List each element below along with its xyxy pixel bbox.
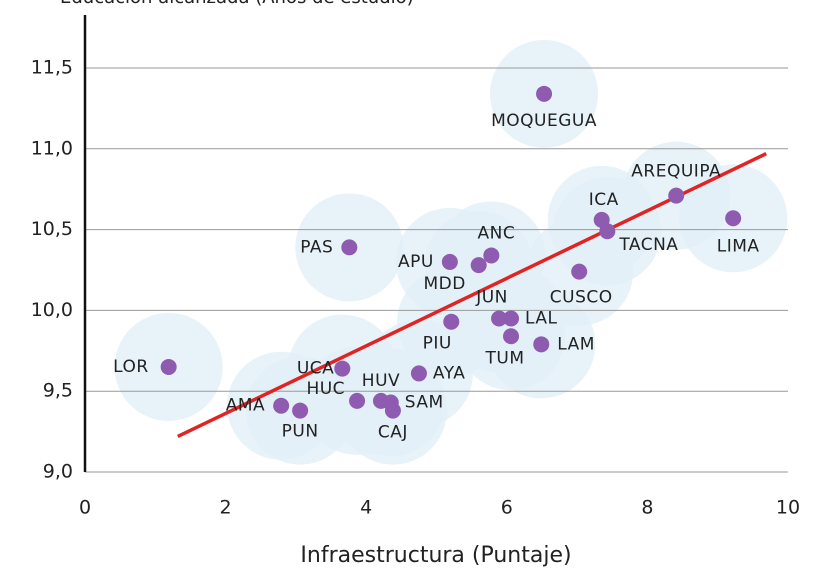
grid (85, 67, 788, 473)
point-label: PUN (282, 422, 319, 442)
point-label: TUM (485, 348, 525, 368)
y-tick-label: 11,5 (31, 56, 73, 78)
point-label: AYA (433, 363, 466, 383)
point-label: LAM (557, 334, 595, 354)
point-label: HUV (362, 371, 400, 391)
point-label: AREQUIPA (631, 162, 721, 182)
point (536, 85, 553, 102)
point (503, 328, 520, 345)
point (599, 223, 616, 240)
point-label: JUN (475, 287, 508, 307)
y-tick-label: 10,5 (31, 218, 73, 240)
x-axis-label: Infraestructura (Puntaje) (300, 543, 571, 568)
point-label: ANC (477, 223, 515, 243)
y-tick-label: 10,0 (31, 299, 73, 321)
trend-line (177, 152, 767, 439)
point-label: AMA (226, 396, 265, 416)
point-label: MOQUEGUA (491, 111, 597, 131)
point-label: LAL (525, 308, 557, 328)
point (668, 187, 685, 204)
point (273, 397, 290, 414)
point-label: SAM (405, 393, 444, 413)
point (384, 402, 401, 419)
point (571, 263, 588, 280)
x-tick-label: 10 (776, 497, 800, 519)
point-label: TACNA (618, 235, 678, 255)
point (533, 336, 550, 353)
point (410, 365, 427, 382)
halos (114, 39, 788, 465)
point-label: LOR (113, 357, 149, 377)
point-label: PAS (300, 237, 333, 257)
point-label: PIU (423, 334, 452, 354)
point (349, 392, 366, 409)
y-axis-label: Educación alcanzada (Años de estudio) (60, 0, 414, 8)
point (491, 310, 508, 327)
x-tick-label: 6 (501, 497, 513, 519)
point-label: HUC (306, 379, 345, 399)
x-tick-label: 4 (360, 497, 372, 519)
point (470, 257, 487, 274)
y-tick-label: 11,0 (31, 137, 73, 159)
point (334, 360, 351, 377)
point (725, 210, 742, 227)
point (341, 239, 358, 256)
point-label: APU (398, 252, 434, 272)
point-label: MDD (424, 274, 466, 294)
point-label: UCA (297, 359, 334, 379)
point (483, 247, 500, 264)
x-tick-label: 2 (220, 497, 232, 519)
x-tick-label: 0 (79, 497, 91, 519)
point (292, 402, 309, 419)
point-label: CUSCO (550, 288, 613, 308)
point (441, 253, 458, 270)
point-label: CAJ (378, 423, 408, 443)
x-tick-label: 8 (641, 497, 653, 519)
point-label: LIMA (717, 236, 760, 256)
point (443, 313, 460, 330)
y-tick-label: 9,0 (43, 461, 73, 483)
y-tick-label: 9,5 (43, 380, 73, 402)
point (503, 310, 520, 327)
point (160, 358, 177, 375)
point-label: ICA (589, 190, 619, 210)
